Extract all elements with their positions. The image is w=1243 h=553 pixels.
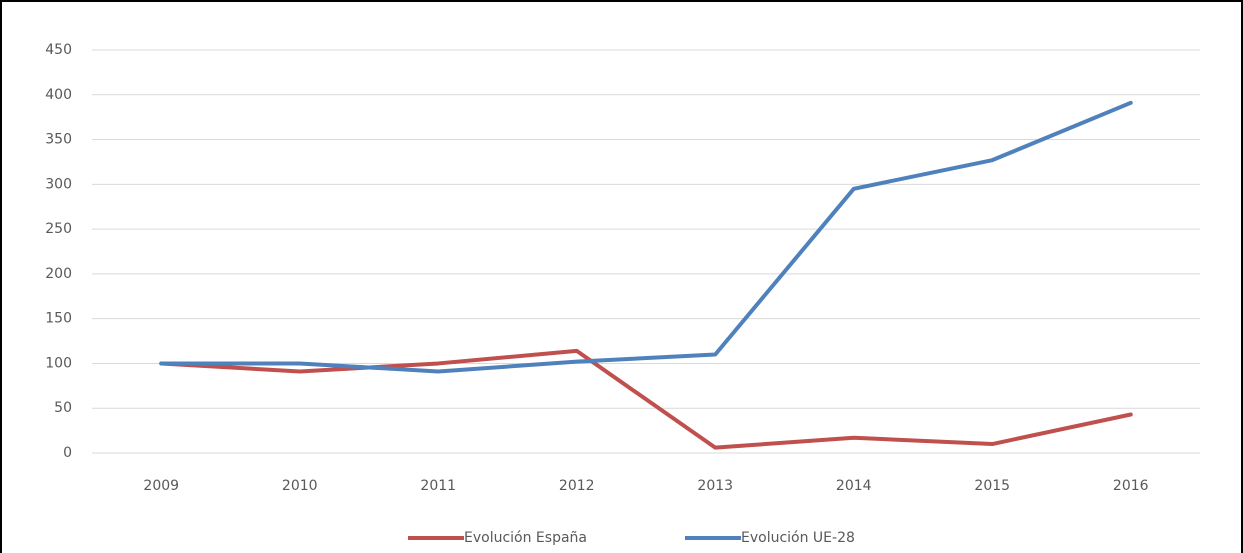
y-tick-label: 450: [45, 42, 72, 58]
x-tick-label: 2015: [974, 478, 1010, 494]
x-tick-label: 2009: [143, 478, 179, 494]
legend-label: Evolución UE-28: [741, 530, 855, 546]
x-tick-label: 2013: [697, 478, 733, 494]
x-tick-label: 2011: [420, 478, 456, 494]
y-tick-label: 250: [45, 221, 72, 237]
y-tick-label: 100: [45, 355, 72, 371]
legend-label: Evolución España: [464, 530, 587, 546]
y-tick-label: 200: [45, 266, 72, 282]
y-tick-label: 300: [45, 176, 72, 192]
y-tick-label: 350: [45, 132, 72, 148]
y-tick-label: 0: [63, 445, 72, 461]
x-tick-label: 2010: [282, 478, 318, 494]
y-tick-label: 150: [45, 311, 72, 327]
x-tick-label: 2016: [1113, 478, 1149, 494]
y-tick-label: 50: [54, 400, 72, 416]
x-tick-label: 2014: [836, 478, 872, 494]
data-line: [159, 100, 1133, 374]
x-tick-label: 2012: [559, 478, 595, 494]
y-tick-label: 400: [45, 87, 72, 103]
data-line: [159, 348, 1133, 450]
